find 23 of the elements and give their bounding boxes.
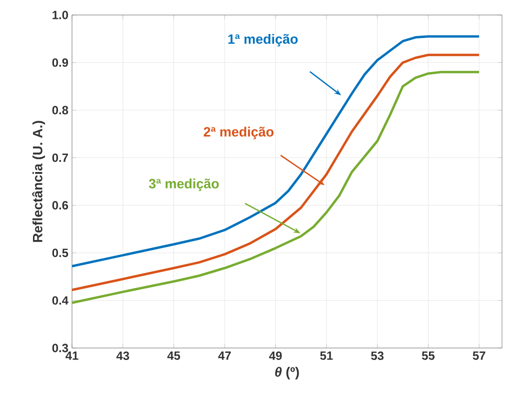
y-tick-label: 0.5 xyxy=(52,248,68,258)
y-axis-title: Reflectância (U. A.) xyxy=(32,120,46,242)
line-series xyxy=(70,35,480,268)
y-tick-label: 0.6 xyxy=(52,201,68,210)
x-tick-label: 53 xyxy=(371,352,384,360)
text: 2ª medição xyxy=(204,126,274,140)
x-tick-label: 51 xyxy=(320,352,333,360)
y-tick-label: 0.4 xyxy=(52,296,68,305)
x-tick-label: 47 xyxy=(218,352,231,360)
x-tick-label: 57 xyxy=(472,352,486,360)
text: 1ª medição xyxy=(228,34,298,46)
x-tick-label: 45 xyxy=(167,352,180,360)
x-tick-label: 55 xyxy=(422,352,435,360)
y-tick-label: 0.3 xyxy=(52,344,68,352)
y-tick-label: 1.0 xyxy=(52,10,68,20)
y-tick-label: 0.7 xyxy=(52,153,68,162)
x-tick-label: 49 xyxy=(269,352,282,360)
x-tick-label: 41 xyxy=(66,352,78,360)
text: 3ª medição xyxy=(148,178,219,192)
y-tick-label: 0.8 xyxy=(52,106,68,114)
x-tick-label: 43 xyxy=(116,352,130,360)
x-axis-title: θ (º) xyxy=(275,366,299,380)
y-tick-label: 0.9 xyxy=(52,58,68,67)
